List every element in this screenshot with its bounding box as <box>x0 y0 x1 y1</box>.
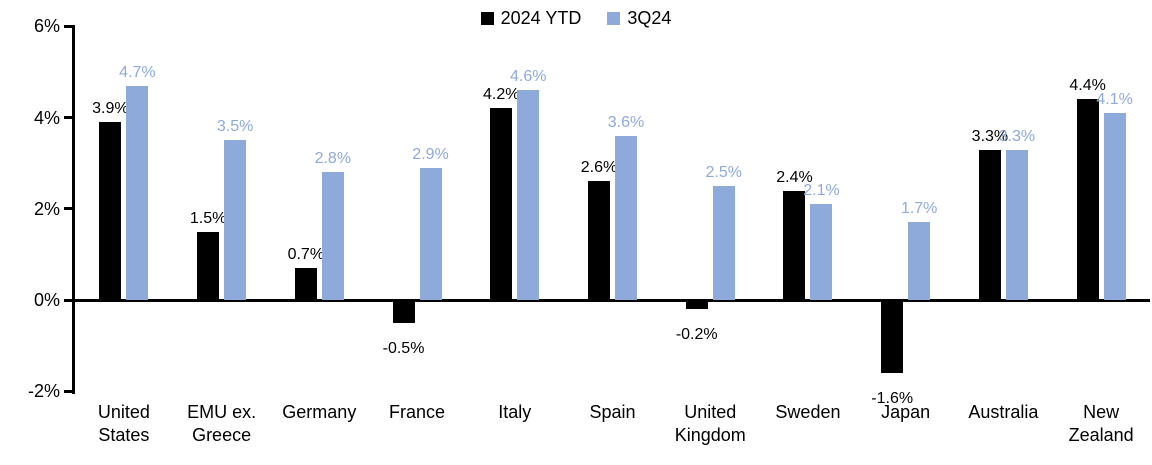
value-label: 2.1% <box>803 182 840 200</box>
y-axis-tick <box>64 24 72 28</box>
bar-3q24-new-zealand <box>1103 113 1126 300</box>
category-label: EMU ex. Greece <box>187 402 257 445</box>
value-label: 3.5% <box>216 118 254 136</box>
x-axis-line <box>72 298 1150 302</box>
y-axis-tick-label: 2% <box>33 198 60 219</box>
y-axis-tick <box>64 116 72 120</box>
bar-3q24-japan <box>908 222 931 300</box>
value-label: 4.1% <box>1096 91 1133 109</box>
y-axis-tick-label: 4% <box>33 107 60 128</box>
legend-item-2024-ytd: 2024 YTD <box>480 8 582 29</box>
legend-label-2024-ytd: 2024 YTD <box>500 8 582 28</box>
category-label: Germany <box>282 402 357 422</box>
y-axis-tick-label: 6% <box>33 16 60 37</box>
y-axis-tick <box>64 298 72 302</box>
bar-3q24-united-kingdom <box>712 186 735 300</box>
bar-2024-ytd-new-zealand <box>1076 99 1099 300</box>
value-label: -1.6% <box>871 389 914 407</box>
bar-2024-ytd-japan <box>881 300 904 373</box>
bar-2024-ytd-emu-ex-greece <box>197 231 220 300</box>
bar-2024-ytd-germany <box>294 268 317 300</box>
value-label: 2.6% <box>580 159 618 177</box>
value-label: 0.7% <box>287 246 325 264</box>
value-label: 3.3% <box>998 127 1036 145</box>
value-label: 2.8% <box>314 150 352 168</box>
category-label: France <box>389 402 446 422</box>
legend-label-3q24: 3Q24 <box>627 8 672 28</box>
legend-swatch-black-icon <box>480 12 494 25</box>
value-label: -0.5% <box>382 339 425 357</box>
bar-2024-ytd-italy <box>490 108 513 300</box>
category-label: United Kingdom <box>674 402 746 445</box>
value-label: 4.2% <box>483 86 520 104</box>
bar-3q24-emu-ex-greece <box>224 140 247 300</box>
value-label: 1.7% <box>900 200 938 218</box>
category-label: Australia <box>968 402 1039 422</box>
chart-legend: 2024 YTD 3Q24 <box>0 8 1152 29</box>
y-axis-tick-label: -2% <box>27 381 60 402</box>
bar-2024-ytd-united-kingdom <box>685 300 708 310</box>
category-label: Japan <box>881 402 931 422</box>
value-label: 3.6% <box>607 113 645 131</box>
bar-3q24-spain <box>615 135 637 300</box>
bar-3q24-germany <box>321 172 344 300</box>
bar-3q24-italy <box>517 90 540 300</box>
value-label: 2.5% <box>705 164 742 181</box>
value-label: 4.4% <box>1069 77 1106 95</box>
value-label: 4.7% <box>119 63 156 81</box>
bar-3q24-united-states <box>126 85 149 300</box>
y-axis-tick <box>64 207 72 211</box>
legend-swatch-blue-icon <box>607 12 621 25</box>
value-label: 2.4% <box>776 168 813 186</box>
y-axis-tick-label: 0% <box>33 290 60 310</box>
category-label: Italy <box>498 402 532 422</box>
value-label: -0.2% <box>675 326 718 344</box>
bar-3q24-sweden <box>810 204 833 300</box>
value-label: 3.9% <box>92 100 129 118</box>
legend-item-3q24: 3Q24 <box>607 8 671 29</box>
bar-2024-ytd-france <box>392 300 415 323</box>
category-label: United States <box>97 402 150 445</box>
bar-2024-ytd-australia <box>978 149 1001 300</box>
y-axis-tick <box>64 389 72 393</box>
bar-3q24-france <box>419 167 442 300</box>
value-label: 4.6% <box>510 68 547 86</box>
value-label: 1.5% <box>189 209 227 227</box>
bar-2024-ytd-united-states <box>99 122 122 300</box>
category-label: Spain <box>589 402 636 422</box>
bar-3q24-australia <box>1005 149 1028 300</box>
category-label: New Zealand <box>1068 402 1134 445</box>
value-label: 3.3% <box>971 127 1009 145</box>
category-label: Sweden <box>775 402 841 422</box>
value-label: 2.9% <box>412 145 449 163</box>
y-axis-line <box>72 25 75 394</box>
bar-2024-ytd-spain <box>588 181 610 300</box>
bar-2024-ytd-sweden <box>783 190 806 300</box>
